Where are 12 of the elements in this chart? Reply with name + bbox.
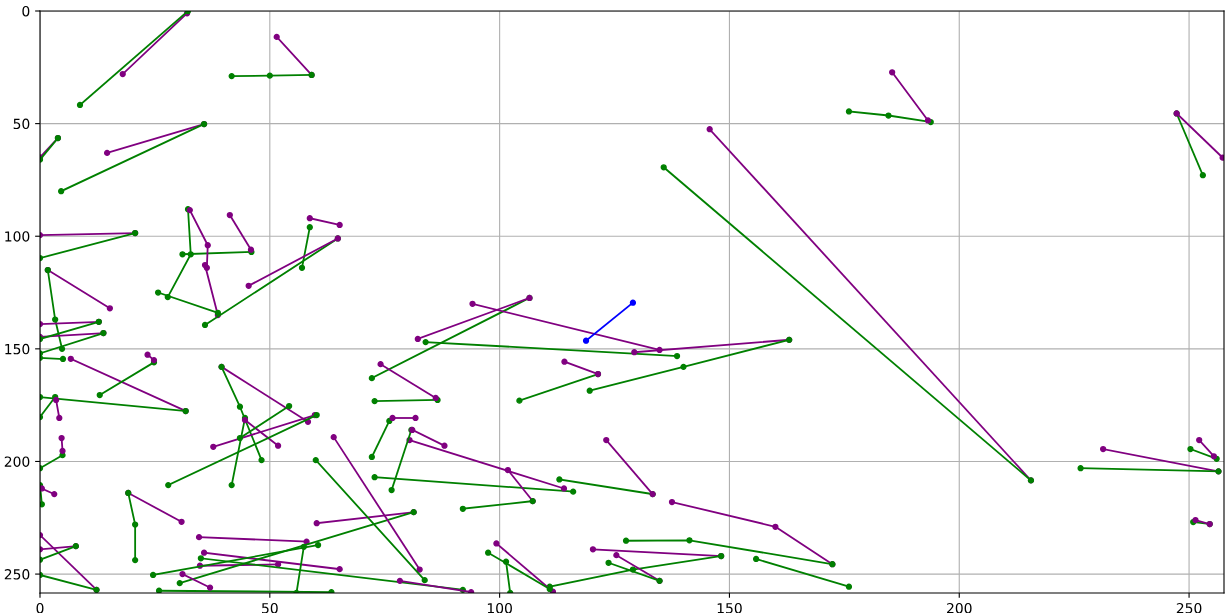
- y-tick-label: 200: [4, 456, 30, 467]
- x-tick-label: 0: [36, 602, 44, 613]
- x-tick-label: 100: [487, 602, 512, 613]
- x-tick-label: 50: [262, 602, 278, 613]
- x-tick-label: 150: [717, 602, 742, 613]
- y-tick-label: 250: [4, 569, 30, 580]
- x-tick-label: 250: [1176, 602, 1202, 613]
- y-tick-label: 0: [22, 5, 30, 17]
- y-tick-label: 50: [13, 118, 30, 130]
- x-tick-label: 200: [947, 602, 972, 613]
- y-tick-label: 150: [5, 343, 30, 355]
- y-tick-label: 100: [5, 231, 30, 242]
